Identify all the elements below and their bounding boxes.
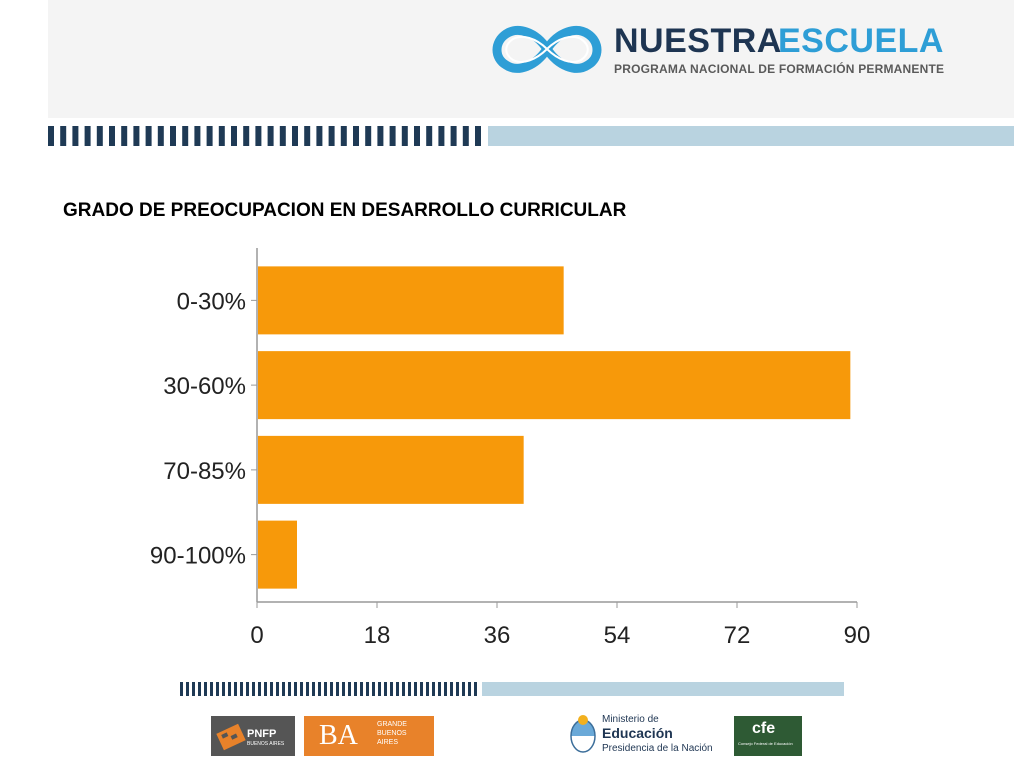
x-tick-label: 90 bbox=[844, 622, 871, 649]
bar-30-60% bbox=[258, 351, 851, 420]
x-tick-label: 18 bbox=[364, 622, 391, 649]
x-tick-label: 0 bbox=[250, 622, 263, 649]
cfe-logo: cfe Consejo Federal de Educación bbox=[734, 716, 802, 756]
x-tick-label: 36 bbox=[484, 622, 511, 649]
bar-90-100% bbox=[258, 520, 297, 589]
ba-logo-sub-1: GRANDE bbox=[377, 721, 407, 728]
cfe-logo-text: cfe bbox=[752, 720, 776, 737]
x-tick-label: 72 bbox=[724, 622, 751, 649]
cfe-logo-sub: Consejo Federal de Educación bbox=[738, 741, 793, 746]
pnfp-logo: PNFP BUENOS AIRES bbox=[211, 716, 295, 756]
ba-logo-sub-2: BUENOS bbox=[377, 730, 407, 737]
bar-0-30% bbox=[258, 266, 564, 335]
pnfp-logo-text: PNFP bbox=[247, 728, 277, 740]
chart-title: GRADO DE PREOCUPACION EN DESARROLLO CURR… bbox=[63, 200, 627, 221]
y-tick-label: 0-30% bbox=[177, 288, 246, 315]
nuestra-escuela-logo: NUESTRA ESCUELA PROGRAMA NACIONAL DE FOR… bbox=[488, 18, 968, 80]
brand-word-escuela: ESCUELA bbox=[778, 22, 944, 60]
top-decorative-stripe bbox=[48, 126, 1014, 146]
ministerio-line-1: Ministerio de bbox=[602, 714, 659, 725]
ministerio-line-3: Presidencia de la Nación bbox=[602, 743, 713, 754]
ministerio-educacion-logo: Ministerio de Educación Presidencia de l… bbox=[568, 712, 718, 760]
y-tick-label: 90-100% bbox=[150, 543, 246, 570]
pnfp-emblem-icon bbox=[216, 723, 246, 751]
brand-word-nuestra: NUESTRA bbox=[614, 22, 782, 60]
ministerio-line-2: Educación bbox=[602, 725, 673, 741]
infinity-icon bbox=[492, 26, 602, 73]
pnfp-logo-sub: BUENOS AIRES bbox=[247, 741, 285, 747]
bottom-decorative-stripe bbox=[180, 682, 844, 696]
brand-subtitle: PROGRAMA NACIONAL DE FORMACIÓN PERMANENT… bbox=[614, 62, 945, 76]
x-tick-label: 54 bbox=[604, 622, 631, 649]
y-tick-label: 30-60% bbox=[163, 373, 246, 400]
ba-logo-text: BA bbox=[319, 720, 358, 751]
national-coat-of-arms-icon bbox=[570, 715, 596, 753]
bar-70-85% bbox=[258, 435, 524, 504]
y-tick-label: 70-85% bbox=[163, 458, 246, 485]
ba-logo-sub-3: AIRES bbox=[377, 739, 399, 746]
ba-logo: BA GRANDE BUENOS AIRES bbox=[304, 716, 434, 756]
